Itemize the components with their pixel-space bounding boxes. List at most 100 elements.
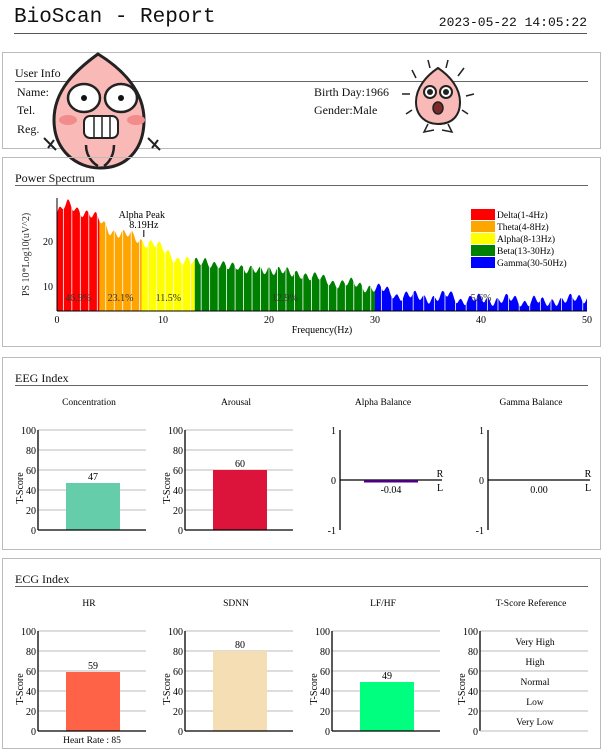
- y-tick-label: 0: [31, 526, 36, 537]
- chart-title: Concentration: [62, 398, 116, 408]
- y-tick-label: 60: [26, 667, 36, 678]
- y-tick-label: 0: [31, 727, 36, 738]
- y-tick-label: 40: [26, 687, 36, 698]
- y-tick-label: 0: [325, 727, 330, 738]
- y-axis-label: T-Score: [162, 472, 173, 504]
- y-tick-label: 40: [173, 486, 183, 497]
- y-tick-label: 0: [178, 526, 183, 537]
- x-tick-label: 20: [264, 315, 274, 326]
- index-chart-0: Concentration 0 20 40 60 80 100 T-Score 47: [15, 398, 146, 537]
- legend-swatch: [471, 233, 495, 244]
- legend-swatch: [471, 245, 495, 256]
- y-axis-label: T-Score: [15, 673, 26, 705]
- alpha-peak-label: Alpha Peak: [119, 210, 165, 221]
- legend-swatch: [471, 221, 495, 232]
- upper-label: R: [585, 469, 592, 480]
- reference-level-label: Very High: [515, 638, 555, 648]
- legend-label: Alpha(8-13Hz): [497, 234, 555, 245]
- y-tick-label: 80: [320, 647, 330, 658]
- bar: [213, 651, 267, 731]
- legend-swatch: [471, 209, 495, 220]
- reference-level-label: Low: [526, 698, 544, 708]
- y-tick-label: 20: [43, 237, 53, 248]
- gender-label: Gender:Male: [314, 103, 378, 117]
- section-title: Power Spectrum: [15, 171, 95, 185]
- band-percent-label: 12.9%: [272, 293, 298, 304]
- x-axis-label: Frequency(Hz): [292, 325, 353, 336]
- footer-label: Heart Rate : 85: [63, 736, 121, 746]
- bar: [360, 682, 414, 731]
- birthday-label: Birth Day:1966: [314, 85, 389, 99]
- x-tick-label: 40: [476, 315, 486, 326]
- y-tick-label: 40: [468, 687, 478, 698]
- section-title: ECG Index: [15, 572, 70, 586]
- user-info-panel: User Info Name: Tel. Reg. Birth Day:1966…: [2, 52, 601, 149]
- band-area-3: [194, 257, 375, 311]
- y-tick-label: 100: [21, 426, 36, 437]
- y-tick-label: -1: [476, 526, 484, 537]
- upper-label: R: [437, 469, 444, 480]
- y-tick-label: 40: [320, 687, 330, 698]
- chart-title: HR: [82, 599, 96, 609]
- balance-bar: [364, 480, 418, 483]
- y-tick-label: -1: [328, 526, 336, 537]
- y-tick-label: 40: [26, 486, 36, 497]
- y-tick-label: 20: [26, 707, 36, 718]
- y-axis-label: T-Score: [309, 673, 320, 705]
- value-label: 59: [88, 661, 98, 672]
- y-tick-label: 20: [468, 707, 478, 718]
- mascot-sticker-surprised: [402, 59, 475, 134]
- y-tick-label: 80: [26, 446, 36, 457]
- value-label: 49: [382, 671, 392, 682]
- index-chart-0: HR 0 20 40 60 80 100 T-Score 59 Heart Rate : 85: [15, 599, 146, 746]
- y-tick-label: 0: [331, 476, 336, 487]
- legend-label: Gamma(30-50Hz): [497, 258, 567, 269]
- legend-swatch: [471, 257, 495, 268]
- y-tick-label: 100: [463, 627, 478, 638]
- lower-label: L: [585, 483, 591, 494]
- header-divider: [14, 33, 587, 34]
- reference-level-label: Normal: [520, 678, 549, 688]
- reference-level-label: Very Low: [516, 718, 554, 728]
- value-label: 47: [88, 472, 98, 483]
- band-percent-label: 46.9%: [65, 293, 91, 304]
- x-tick-label: 30: [370, 315, 380, 326]
- y-axis-label: PS 10*Log10(uV^2): [21, 213, 32, 296]
- y-tick-label: 100: [168, 627, 183, 638]
- reg-label: Reg.: [17, 122, 40, 136]
- y-tick-label: 20: [26, 506, 36, 517]
- y-tick-label: 60: [173, 667, 183, 678]
- section-divider: [15, 385, 588, 386]
- x-tick-label: 10: [158, 315, 168, 326]
- y-tick-label: 60: [26, 466, 36, 477]
- mascot-sticker-grinning: [43, 52, 161, 170]
- legend-label: Delta(1-4Hz): [497, 210, 548, 221]
- index-chart-3: T-Score Reference 0 20 40 60 80 100 T-Score Very…: [457, 598, 588, 738]
- eeg-index-panel: EEG Index: [2, 357, 601, 550]
- y-tick-label: 1: [479, 426, 484, 437]
- band-percent-label: 23.1%: [108, 293, 134, 304]
- value-label: 0.00: [530, 485, 548, 496]
- index-chart-2: Alpha Balance -1 0 1 RL -0.04: [328, 398, 444, 537]
- band-area-4: [375, 283, 587, 311]
- chart-title: Alpha Balance: [355, 398, 411, 408]
- name-label: Name:: [17, 85, 49, 99]
- band-percent-label: 5.6%: [471, 293, 492, 304]
- lower-label: L: [437, 483, 443, 494]
- section-title: EEG Index: [15, 371, 69, 385]
- section-title: User Info: [15, 66, 61, 80]
- chart-title: LF/HF: [370, 599, 396, 609]
- y-tick-label: 0: [178, 727, 183, 738]
- legend-label: Theta(4-8Hz): [497, 222, 549, 233]
- y-tick-label: 60: [320, 667, 330, 678]
- value-label: 60: [235, 459, 245, 470]
- index-chart-3: Gamma Balance -1 0 1 RL 0.00: [476, 398, 592, 537]
- y-tick-label: 80: [173, 647, 183, 658]
- y-tick-label: 100: [168, 426, 183, 437]
- y-tick-label: 80: [26, 647, 36, 658]
- y-tick-label: 60: [468, 667, 478, 678]
- y-tick-label: 100: [315, 627, 330, 638]
- tel-label: Tel.: [17, 103, 36, 117]
- y-axis-label: T-Score: [162, 673, 173, 705]
- y-tick-label: 80: [173, 446, 183, 457]
